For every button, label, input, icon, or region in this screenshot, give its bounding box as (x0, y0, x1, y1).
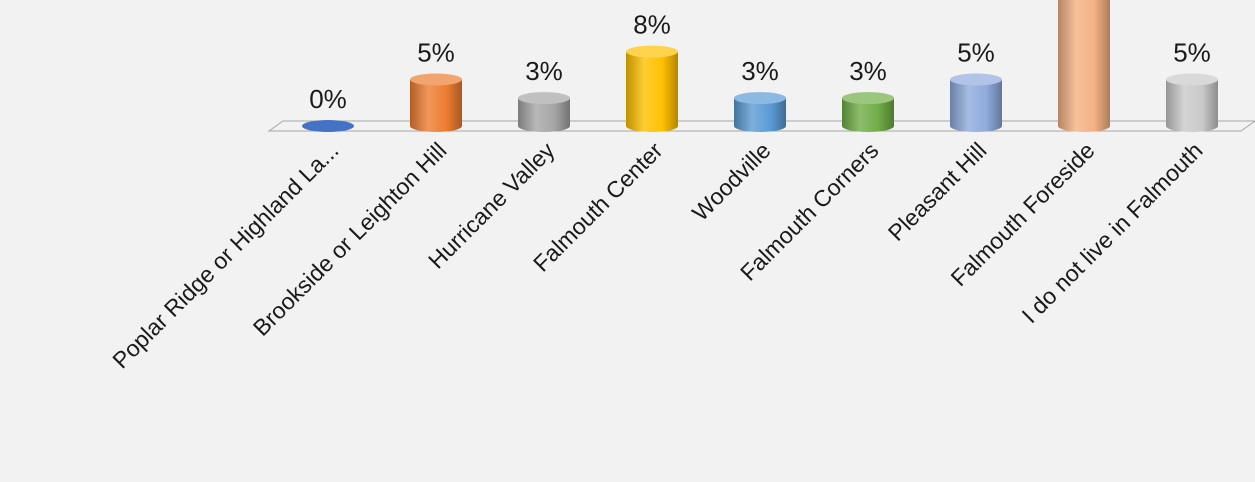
bar-top (410, 73, 462, 86)
bar-body (1058, 0, 1110, 132)
bar-top (842, 92, 894, 105)
data-label: 3% (525, 56, 563, 86)
bar (518, 92, 570, 132)
bar-body (734, 98, 786, 132)
bar-top (734, 92, 786, 105)
bar-body (842, 98, 894, 132)
bar-body (518, 98, 570, 132)
bar-body (950, 79, 1002, 132)
bar (950, 73, 1002, 132)
bar-top (950, 73, 1002, 86)
category-label: I do not live in Falmouth (1016, 137, 1207, 328)
category-label: Woodville (687, 137, 776, 226)
bar (410, 73, 462, 132)
category-label: Pleasant Hill (883, 137, 992, 246)
bar-body (410, 79, 462, 132)
bar-top (626, 45, 678, 58)
bar-body (1166, 79, 1218, 132)
data-label: 0% (309, 84, 347, 114)
bar (734, 92, 786, 132)
bar-body (626, 51, 678, 132)
bar (302, 120, 354, 132)
data-label: 5% (957, 38, 995, 68)
bar (842, 92, 894, 132)
bar (1166, 73, 1218, 132)
data-label: 3% (741, 56, 779, 86)
category-label: Brookside or Leighton Hill (248, 137, 452, 341)
bar-top (302, 120, 354, 132)
bars-layer (302, 0, 1218, 132)
data-label: 3% (849, 56, 887, 86)
data-label: 8% (633, 10, 671, 40)
bar (1058, 0, 1110, 132)
category-label: Poplar Ridge or Highland La... (107, 137, 343, 373)
data-label: 5% (1173, 38, 1211, 68)
bar-top (1166, 73, 1218, 86)
data-label: 5% (417, 38, 455, 68)
bar-top (518, 92, 570, 105)
category-labels-layer: Poplar Ridge or Highland La...Brookside … (107, 137, 1207, 374)
data-labels-layer: 0% 5% 3% 8% 3% 3% 5% 5% (309, 10, 1211, 114)
bar (626, 45, 678, 132)
